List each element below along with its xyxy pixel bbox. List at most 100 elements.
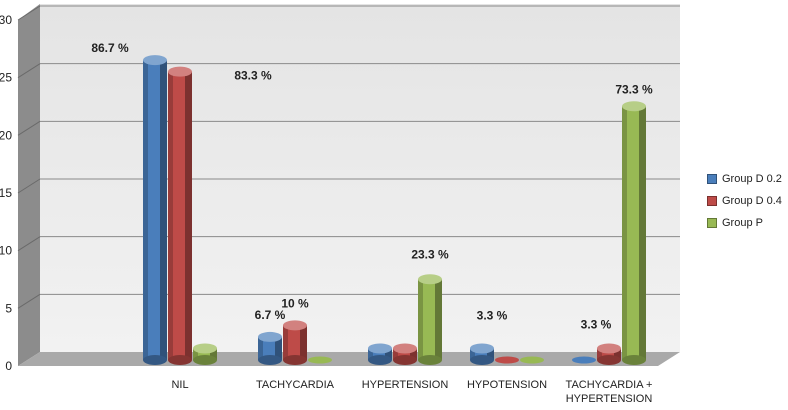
bar [258, 331, 282, 365]
x-tick-label: HYPERTENSION [362, 379, 449, 391]
bar-top [168, 66, 192, 77]
data-label: 73.3 % [615, 82, 653, 96]
bar-base [193, 355, 217, 365]
bar-shade [193, 348, 198, 360]
x-tick-label-line: HYPERTENSION [566, 393, 653, 405]
bar-shade [470, 348, 475, 360]
data-label: 10 % [281, 296, 309, 310]
bar-body [470, 348, 494, 360]
bar-shade [300, 325, 307, 360]
data-label: 6.7 % [255, 308, 286, 322]
bar-top [572, 356, 596, 364]
bar [418, 274, 442, 365]
bar-top [193, 343, 217, 354]
y-tick-label: 20 [0, 128, 12, 142]
bar-shade [210, 348, 217, 360]
bar-top [597, 343, 621, 354]
bar-top [368, 343, 392, 354]
bar [368, 343, 392, 365]
bar-top [495, 356, 519, 364]
bar-base [283, 355, 307, 365]
bar-shade [622, 106, 627, 361]
bar-shade [393, 348, 398, 360]
legend-swatch [707, 196, 717, 206]
y-tick-label: 10 [0, 244, 12, 258]
bar-shade [283, 325, 288, 360]
x-tick-label: TACHYCARDIA [256, 379, 335, 391]
bar-shade [258, 336, 263, 360]
bar-shade [418, 279, 423, 360]
side-gridline [17, 293, 41, 309]
bar [470, 343, 494, 365]
chart-legend: Group D 0.2 Group D 0.4 Group P [707, 168, 787, 234]
legend-swatch [707, 218, 717, 228]
bar-top [520, 356, 544, 364]
bar-body [393, 348, 417, 360]
data-label: 86.7 % [91, 41, 129, 55]
data-label: 23.3 % [411, 247, 449, 261]
bar-shade [160, 60, 167, 361]
bar-shade [185, 71, 192, 361]
bar [520, 356, 544, 364]
bar [168, 66, 192, 365]
bar-shade [385, 348, 392, 360]
bar-shade [487, 348, 494, 360]
bar-base [597, 355, 621, 365]
side-wall [18, 4, 40, 366]
bar [308, 356, 332, 364]
bar-shade [614, 348, 621, 360]
legend-swatch [707, 174, 717, 184]
y-tick-label: 30 [0, 13, 12, 27]
bar-top [308, 356, 332, 364]
bar [495, 356, 519, 364]
x-tick-label-line: HYPERTENSION [362, 379, 449, 391]
x-tick-label: NIL [171, 379, 188, 391]
side-gridline [17, 63, 41, 79]
legend-label: Group D 0.4 [722, 195, 782, 207]
data-label: 3.3 % [581, 317, 612, 331]
bar [143, 55, 167, 365]
bar [393, 343, 417, 365]
bar [193, 343, 217, 365]
bar-shade [435, 279, 442, 360]
bar [597, 343, 621, 365]
bar-shade [368, 348, 373, 360]
legend-item: Group D 0.4 [707, 190, 787, 212]
bar-shade [639, 106, 646, 361]
y-tick-label: 15 [0, 186, 12, 200]
y-tick-label: 0 [5, 359, 12, 373]
legend-label: Group P [722, 217, 763, 229]
bar [283, 320, 307, 365]
legend-item: Group D 0.2 [707, 168, 787, 190]
bar-base [393, 355, 417, 365]
bar [572, 356, 596, 364]
x-tick-label-line: TACHYCARDIA + [566, 379, 653, 391]
legend-label: Group D 0.2 [722, 173, 782, 185]
bar-shade [410, 348, 417, 360]
bar-base [368, 355, 392, 365]
bar-base [418, 355, 442, 365]
back-wall [40, 4, 680, 352]
side-gridline [17, 5, 41, 21]
side-gridline [17, 236, 41, 252]
bar-top [143, 55, 167, 66]
x-tick-label-line: TACHYCARDIA [256, 379, 335, 391]
bar-body [193, 348, 217, 360]
legend-item: Group P [707, 212, 787, 234]
bar-top [258, 331, 282, 342]
bar [622, 101, 646, 365]
bar-top [393, 343, 417, 354]
bar-base [622, 355, 646, 365]
bar-shade [597, 348, 602, 360]
bar-top [418, 274, 442, 285]
x-tick-label-line: HYPOTENSION [467, 379, 547, 391]
bar-base [168, 355, 192, 365]
bar-base [470, 355, 494, 365]
y-tick-label: 5 [5, 301, 12, 315]
side-gridline [17, 178, 41, 194]
bar-shade [143, 60, 148, 361]
x-tick-label-line: NIL [171, 379, 188, 391]
bar-top [283, 320, 307, 331]
data-label: 3.3 % [477, 308, 508, 322]
